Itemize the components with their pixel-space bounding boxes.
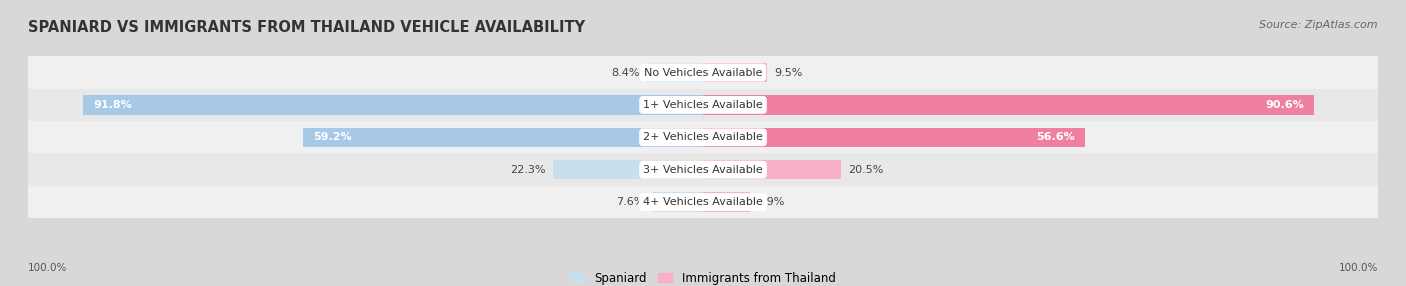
- Text: 4+ Vehicles Available: 4+ Vehicles Available: [643, 197, 763, 207]
- Text: Source: ZipAtlas.com: Source: ZipAtlas.com: [1260, 20, 1378, 30]
- Text: 3+ Vehicles Available: 3+ Vehicles Available: [643, 165, 763, 175]
- Bar: [703, 128, 1085, 147]
- Text: 9.5%: 9.5%: [773, 67, 803, 78]
- Text: 59.2%: 59.2%: [314, 132, 353, 142]
- Bar: [83, 95, 703, 115]
- Text: 22.3%: 22.3%: [510, 165, 546, 175]
- Bar: [703, 63, 768, 82]
- Bar: [553, 160, 703, 179]
- Text: 8.4%: 8.4%: [612, 67, 640, 78]
- Bar: [652, 192, 703, 212]
- Text: 20.5%: 20.5%: [848, 165, 883, 175]
- Text: 7.6%: 7.6%: [617, 197, 645, 207]
- Text: 56.6%: 56.6%: [1036, 132, 1074, 142]
- Bar: [304, 128, 703, 147]
- Bar: [703, 95, 1315, 115]
- Text: 100.0%: 100.0%: [28, 263, 67, 273]
- Text: 90.6%: 90.6%: [1265, 100, 1305, 110]
- Bar: [703, 160, 841, 179]
- Bar: [28, 154, 1378, 186]
- Bar: [28, 186, 1378, 218]
- Bar: [647, 63, 703, 82]
- Text: 2+ Vehicles Available: 2+ Vehicles Available: [643, 132, 763, 142]
- Text: 91.8%: 91.8%: [94, 100, 132, 110]
- Text: No Vehicles Available: No Vehicles Available: [644, 67, 762, 78]
- Bar: [28, 89, 1378, 121]
- Bar: [28, 121, 1378, 154]
- Text: 1+ Vehicles Available: 1+ Vehicles Available: [643, 100, 763, 110]
- Bar: [703, 192, 749, 212]
- Text: SPANIARD VS IMMIGRANTS FROM THAILAND VEHICLE AVAILABILITY: SPANIARD VS IMMIGRANTS FROM THAILAND VEH…: [28, 20, 585, 35]
- Text: 100.0%: 100.0%: [1339, 263, 1378, 273]
- Legend: Spaniard, Immigrants from Thailand: Spaniard, Immigrants from Thailand: [565, 267, 841, 286]
- Bar: [28, 56, 1378, 89]
- Text: 6.9%: 6.9%: [756, 197, 785, 207]
